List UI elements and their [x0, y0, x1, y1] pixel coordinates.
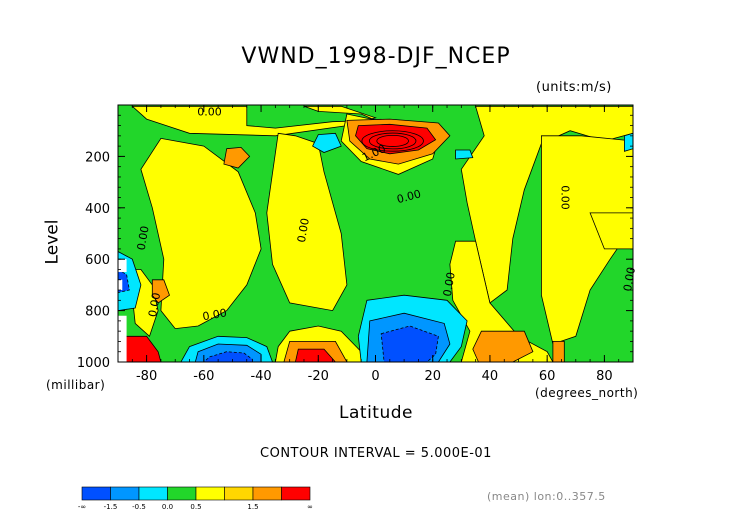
missing-data — [118, 259, 127, 273]
y-tick-label: 600 — [85, 253, 110, 268]
x-tick-label: 20 — [424, 369, 441, 384]
negative-region — [312, 132, 342, 153]
positive-region — [541, 135, 633, 345]
contour-label: 0.00 — [558, 185, 571, 210]
orange-region — [223, 146, 251, 169]
contour-field — [118, 105, 633, 362]
max-core — [294, 348, 336, 362]
positive-region — [266, 132, 348, 312]
y-tick-label: 800 — [85, 305, 110, 320]
y-tick-label: 400 — [85, 202, 110, 217]
x-tick-label: 40 — [482, 369, 499, 384]
negative-region — [455, 149, 474, 160]
x-tick-label: 60 — [539, 369, 556, 384]
colorbar-tick-label: 1.5 — [247, 503, 258, 511]
x-tick-label: -60 — [193, 369, 214, 384]
contour-label: 0.00 — [395, 187, 422, 206]
x-tick-label: 0 — [371, 369, 379, 384]
chart-title: VWND_1998-DJF_NCEP — [241, 44, 511, 69]
positive-region — [131, 105, 377, 137]
contour-label: 0.00 — [441, 271, 458, 297]
colorbar-tick-label: -1.5 — [104, 503, 118, 511]
positive-region — [460, 105, 633, 304]
positive-region — [140, 137, 262, 330]
units-label: (units:m/s) — [536, 80, 612, 95]
contour-label: 0.00 — [146, 292, 163, 318]
colorbar-swatch — [167, 486, 197, 501]
colorbar-tick-label: 0.0 — [162, 503, 173, 511]
orange-region — [151, 279, 170, 304]
colorbar-swatch — [281, 486, 311, 501]
missing-data — [118, 315, 127, 362]
colorbar-tick-label: ∞ — [307, 503, 313, 511]
positive-region — [449, 240, 554, 362]
orange-region — [472, 330, 534, 362]
y-tick-label: 200 — [85, 150, 110, 165]
colorbar-swatch — [195, 486, 225, 501]
contour-ring — [368, 132, 417, 150]
contour-label: 0.00 — [295, 217, 312, 243]
x-tick-label: -40 — [250, 369, 271, 384]
contour-ring — [376, 134, 409, 147]
x-tick-label: -80 — [136, 369, 157, 384]
mean-info-text: (mean) lon:0..357.5 — [487, 490, 606, 503]
x-axis-label: Latitude — [339, 403, 413, 423]
contour-label: 0.00 — [621, 266, 638, 292]
missing-data — [118, 279, 123, 291]
contour-ring — [361, 130, 424, 152]
y-tick-label: 1000 — [77, 356, 110, 371]
colorbar-swatch — [252, 486, 282, 501]
contour-interval-text: CONTOUR INTERVAL = 5.000E-01 — [260, 446, 492, 461]
colorbar-tick-label: -0.5 — [132, 503, 146, 511]
y-units-label: (millibar) — [46, 378, 106, 392]
negative-region — [203, 351, 253, 362]
contour-label: 0.00 — [135, 225, 152, 251]
negative-region — [624, 132, 633, 152]
negative-region — [380, 325, 439, 362]
colorbar-swatch — [138, 486, 168, 501]
x-tick-label: 80 — [596, 369, 613, 384]
x-units-label: (degrees_north) — [535, 386, 639, 400]
colorbar-swatch — [224, 486, 254, 501]
x-tick-label: -20 — [308, 369, 329, 384]
contour-label: 0.00 — [201, 306, 227, 323]
positive-region — [589, 212, 633, 250]
orange-region — [552, 341, 565, 362]
colorbar-swatch — [81, 486, 111, 501]
colorbar-tick-label: -∞ — [78, 503, 86, 511]
colorbar-tick-label: 0.5 — [190, 503, 201, 511]
colorbar-swatch — [110, 486, 140, 501]
